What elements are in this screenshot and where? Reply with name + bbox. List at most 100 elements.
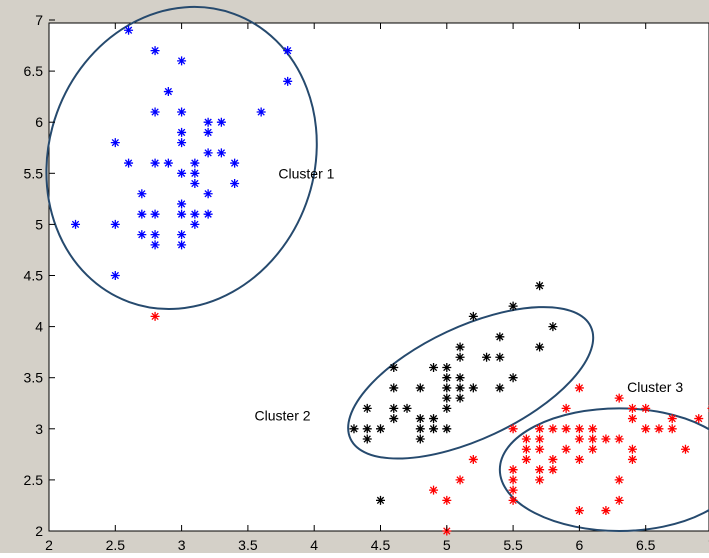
data-point: [177, 138, 186, 147]
data-point: [177, 230, 186, 239]
y-tick-label: 4.5: [24, 268, 44, 284]
data-point: [495, 353, 504, 362]
data-point: [548, 455, 557, 464]
data-point: [429, 424, 438, 433]
data-point: [509, 424, 518, 433]
data-point: [190, 220, 199, 229]
data-point: [151, 230, 160, 239]
data-point: [389, 404, 398, 413]
data-point: [456, 343, 465, 352]
data-point: [575, 455, 584, 464]
data-point: [615, 475, 624, 484]
data-point: [204, 128, 213, 137]
data-point: [230, 179, 239, 188]
data-point: [548, 424, 557, 433]
data-point: [442, 404, 451, 413]
data-point: [628, 414, 637, 423]
data-point: [522, 455, 531, 464]
data-point: [151, 312, 160, 321]
data-point: [522, 435, 531, 444]
data-point: [429, 414, 438, 423]
data-point: [230, 159, 239, 168]
data-point: [456, 394, 465, 403]
data-point: [601, 435, 610, 444]
data-point: [535, 424, 544, 433]
data-point: [151, 159, 160, 168]
data-point: [124, 26, 133, 35]
data-point: [522, 445, 531, 454]
y-tick-label: 2.5: [24, 472, 44, 488]
data-point: [509, 302, 518, 311]
data-point: [164, 87, 173, 96]
cluster-3-label: Cluster 3: [627, 379, 683, 395]
data-point: [363, 435, 372, 444]
data-point: [217, 118, 226, 127]
x-tick-label: 3: [178, 537, 186, 553]
data-point: [628, 445, 637, 454]
data-point: [151, 240, 160, 249]
x-tick-label: 6.5: [636, 537, 656, 553]
cluster-2-label: Cluster 2: [255, 408, 311, 424]
data-point: [654, 424, 663, 433]
x-tick-label: 4: [310, 537, 318, 553]
axes-background: [49, 23, 709, 531]
data-point: [469, 383, 478, 392]
y-tick-label: 5.5: [24, 165, 44, 181]
data-point: [442, 394, 451, 403]
data-point: [190, 179, 199, 188]
y-tick-label: 3: [35, 421, 43, 437]
data-point: [111, 138, 120, 147]
data-point: [190, 210, 199, 219]
y-tick-label: 7: [35, 12, 43, 28]
data-point: [575, 506, 584, 515]
data-point: [615, 496, 624, 505]
data-point: [376, 496, 385, 505]
data-point: [283, 77, 292, 86]
data-point: [151, 107, 160, 116]
data-point: [456, 383, 465, 392]
data-point: [562, 424, 571, 433]
data-point: [509, 373, 518, 382]
y-tick-label: 6: [35, 114, 43, 130]
data-point: [469, 455, 478, 464]
data-point: [376, 424, 385, 433]
data-point: [694, 414, 703, 423]
y-tick-label: 5: [35, 216, 43, 232]
data-point: [495, 332, 504, 341]
data-point: [177, 56, 186, 65]
data-point: [217, 148, 226, 157]
data-point: [363, 404, 372, 413]
data-point: [257, 107, 266, 116]
data-point: [562, 445, 571, 454]
data-point: [668, 414, 677, 423]
data-point: [349, 424, 358, 433]
y-tick-label: 4: [35, 319, 43, 335]
x-tick-label: 4.5: [371, 537, 391, 553]
data-point: [535, 465, 544, 474]
data-point: [548, 465, 557, 474]
data-point: [416, 414, 425, 423]
data-point: [204, 118, 213, 127]
data-point: [151, 210, 160, 219]
data-point: [456, 373, 465, 382]
data-point: [575, 383, 584, 392]
data-point: [641, 404, 650, 413]
data-point: [495, 383, 504, 392]
data-point: [137, 189, 146, 198]
x-tick-label: 5: [443, 537, 451, 553]
y-tick-label: 6.5: [24, 63, 44, 79]
data-point: [111, 220, 120, 229]
cluster-1-label: Cluster 1: [278, 165, 334, 181]
data-point: [588, 445, 597, 454]
data-point: [442, 373, 451, 382]
x-tick-label: 3.5: [238, 537, 258, 553]
data-point: [389, 363, 398, 372]
data-point: [535, 475, 544, 484]
data-point: [177, 169, 186, 178]
data-point: [204, 210, 213, 219]
data-point: [668, 424, 677, 433]
data-point: [442, 496, 451, 505]
data-point: [442, 424, 451, 433]
